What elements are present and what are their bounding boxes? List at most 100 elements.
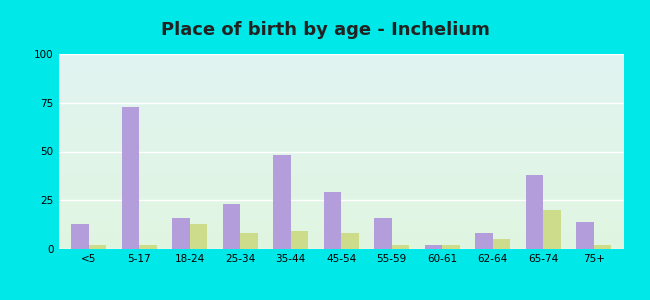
Bar (58, 160, 624, 161)
Bar (58, 209, 624, 210)
Bar (58, 125, 624, 126)
Bar (392, 245, 410, 249)
Bar (58, 237, 624, 238)
Bar (58, 217, 624, 218)
Bar (58, 208, 624, 209)
Text: Place of birth by age - Inchelium: Place of birth by age - Inchelium (161, 21, 489, 39)
Bar (58, 180, 624, 181)
Bar (593, 245, 612, 249)
Bar (222, 204, 240, 249)
Bar (58, 86, 624, 87)
Bar (58, 183, 624, 184)
Bar (58, 120, 624, 121)
Bar (58, 172, 624, 173)
Bar (58, 241, 624, 242)
Bar (58, 213, 624, 214)
Bar (58, 174, 624, 175)
Bar (58, 110, 624, 112)
Bar (58, 232, 624, 233)
Bar (58, 247, 624, 248)
Bar (58, 99, 624, 100)
Bar (58, 117, 624, 118)
Bar (58, 129, 624, 130)
Bar (58, 68, 624, 69)
Bar (58, 147, 624, 148)
Bar (442, 245, 460, 249)
Bar (58, 245, 624, 246)
Bar (58, 65, 624, 66)
Bar (58, 235, 624, 236)
Bar (58, 164, 624, 165)
Bar (374, 218, 392, 249)
Bar (58, 163, 624, 164)
Bar (58, 121, 624, 122)
Bar (58, 243, 624, 244)
Bar (58, 156, 624, 157)
Bar (58, 89, 624, 90)
Bar (89, 245, 107, 249)
Bar (58, 118, 624, 119)
Bar (58, 201, 624, 202)
Bar (58, 79, 624, 80)
Bar (58, 214, 624, 215)
Bar (58, 139, 624, 140)
Bar (58, 114, 624, 116)
Bar (58, 221, 624, 222)
Bar (58, 242, 624, 243)
Bar (122, 106, 139, 249)
Bar (58, 246, 624, 247)
Bar (58, 216, 624, 217)
Bar (58, 190, 624, 191)
Bar (58, 191, 624, 193)
Bar (58, 236, 624, 237)
Bar (58, 58, 624, 59)
Bar (58, 75, 624, 76)
Bar (58, 186, 624, 187)
Bar (576, 222, 593, 249)
Bar (58, 169, 624, 170)
Bar (58, 82, 624, 83)
Bar (58, 178, 624, 179)
Bar (58, 138, 624, 139)
Bar (58, 140, 624, 141)
Bar (58, 145, 624, 146)
Bar (58, 126, 624, 127)
Bar (58, 224, 624, 225)
Bar (58, 112, 624, 113)
Bar (58, 142, 624, 143)
Bar (58, 94, 624, 95)
Bar (58, 141, 624, 142)
Bar (58, 165, 624, 166)
Bar (58, 193, 624, 194)
Bar (58, 62, 624, 63)
Bar (58, 76, 624, 77)
Bar (58, 106, 624, 108)
Bar (58, 222, 624, 223)
Bar (58, 203, 624, 204)
Bar (58, 74, 624, 75)
Bar (58, 210, 624, 211)
Bar (58, 175, 624, 176)
Bar (58, 227, 624, 229)
Bar (58, 158, 624, 159)
Bar (58, 198, 624, 199)
Bar (58, 85, 624, 86)
Bar (58, 219, 624, 220)
Bar (58, 127, 624, 128)
Bar (58, 248, 624, 249)
Bar (58, 199, 624, 200)
Bar (58, 64, 624, 65)
Bar (58, 98, 624, 99)
Bar (58, 91, 624, 92)
Bar (58, 240, 624, 241)
Bar (58, 194, 624, 195)
Bar (58, 195, 624, 196)
Bar (58, 151, 624, 152)
Bar (58, 157, 624, 158)
Bar (58, 83, 624, 84)
Bar (172, 218, 190, 249)
Bar (58, 119, 624, 120)
Bar (58, 161, 624, 162)
Bar (58, 131, 624, 132)
Bar (58, 239, 624, 240)
